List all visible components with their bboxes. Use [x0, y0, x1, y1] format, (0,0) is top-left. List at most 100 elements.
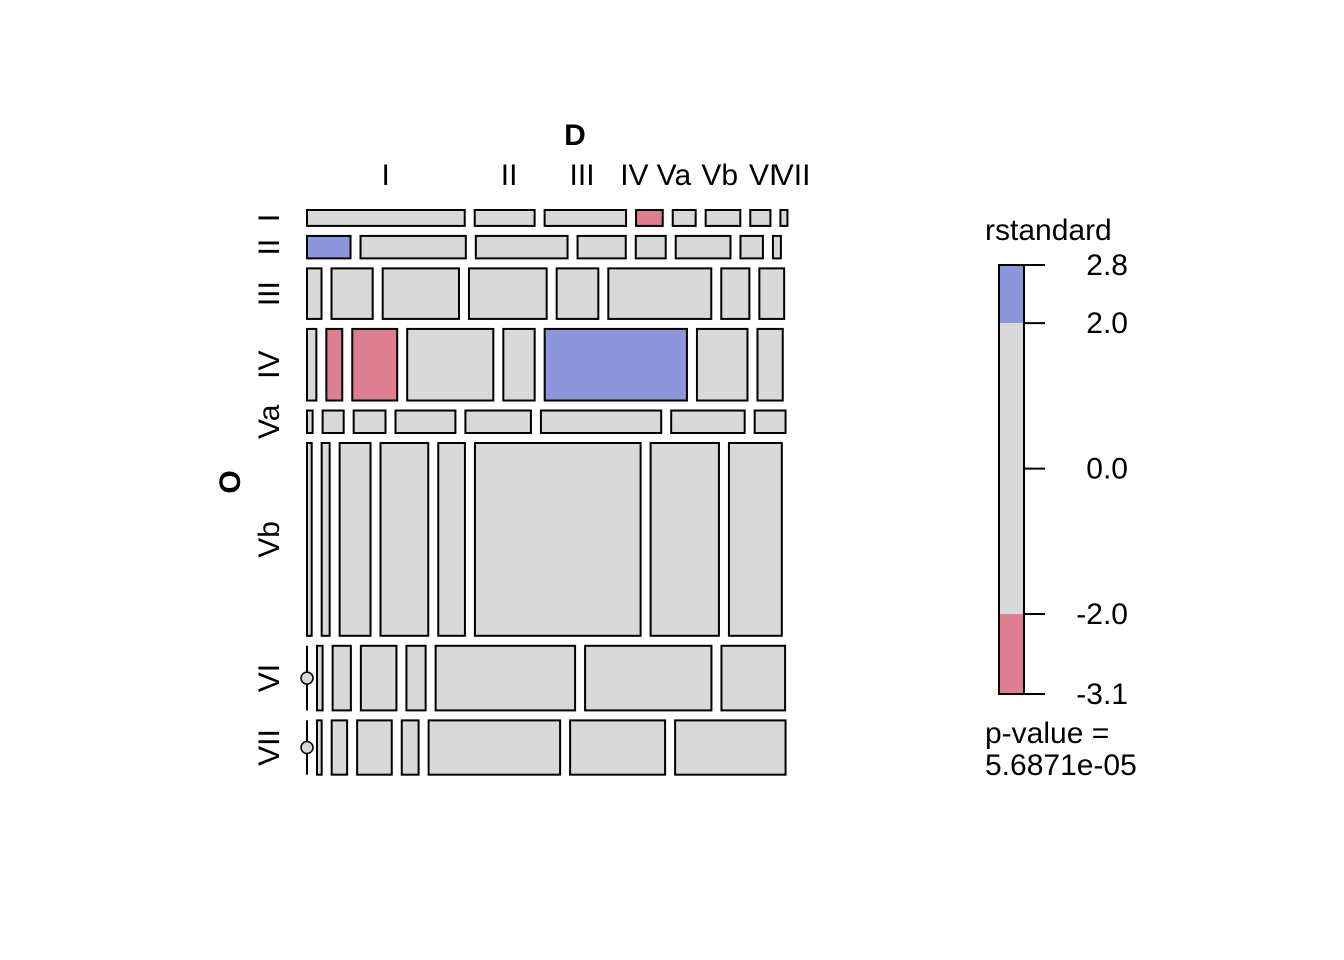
mosaic-tile-I-IV	[635, 209, 664, 227]
mosaic-tile-IV-Va	[502, 327, 536, 402]
mosaic-tile-IV-Vb	[543, 327, 688, 402]
mosaic-tile-III-VII	[758, 267, 786, 320]
mosaic-tile-IV-VI	[695, 327, 749, 402]
mosaic-tiles	[306, 209, 789, 776]
row-label: VII	[253, 729, 286, 766]
mosaic-tile-Va-Va	[464, 409, 532, 434]
zero-cell-marker	[300, 671, 314, 685]
mosaic-tile-VII-VII	[674, 719, 787, 776]
mosaic-tile-Va-VII	[753, 409, 787, 434]
mosaic-tile-Vb-Va	[437, 441, 466, 637]
mosaic-tile-Va-II	[321, 409, 345, 434]
mosaic-tile-I-Vb	[704, 209, 742, 227]
mosaic-tile-Va-I	[306, 409, 314, 434]
mosaic-tile-III-II	[330, 267, 374, 320]
mosaic-tile-I-I	[306, 209, 466, 227]
legend-title: rstandard	[985, 214, 1112, 247]
legend-band	[999, 323, 1024, 615]
mosaic-tile-Va-III	[352, 409, 387, 434]
legend-tick-label: 2.0	[1086, 307, 1128, 340]
mosaic-tile-VI-Vb	[434, 644, 577, 712]
column-label: IV	[620, 159, 648, 192]
legend-band	[999, 265, 1024, 324]
mosaic-tile-IV-II	[325, 327, 344, 402]
mosaic-tile-Vb-VII	[727, 441, 783, 637]
mosaic-tile-III-VI	[720, 267, 751, 320]
mosaic-tile-II-Vb	[674, 234, 732, 260]
row-label: Va	[253, 404, 286, 439]
legend-tick-label: -2.0	[1076, 598, 1128, 631]
column-label: Vb	[701, 159, 738, 192]
mosaic-tile-I-II	[473, 209, 536, 227]
mosaic-tile-IV-IV	[406, 327, 495, 402]
mosaic-tile-II-VII	[771, 234, 782, 260]
column-variable-label: D	[564, 119, 586, 152]
mosaic-tile-Vb-I	[306, 441, 313, 637]
legend-tick-label: 0.0	[1086, 453, 1128, 486]
mosaic-tile-VI-II	[316, 644, 324, 712]
mosaic-tile-I-III	[543, 209, 628, 227]
mosaic-tile-Vb-III	[338, 441, 372, 637]
row-label: III	[253, 281, 286, 306]
mosaic-tile-VII-Vb	[427, 719, 562, 776]
column-label: III	[570, 159, 595, 192]
row-label: I	[253, 214, 286, 222]
mosaic-tile-VII-II	[316, 719, 323, 776]
mosaic-tile-Vb-II	[320, 441, 331, 637]
mosaic-tile-VI-IV	[359, 644, 398, 712]
mosaic-tile-II-VI	[739, 234, 764, 260]
column-label: VII	[774, 159, 811, 192]
mosaic-tile-I-Va	[671, 209, 697, 227]
zero-cell-marker	[300, 740, 314, 755]
legend-frame	[998, 264, 1025, 695]
legend-band	[999, 614, 1024, 694]
mosaic-tile-VI-Va	[405, 644, 427, 712]
column-label: II	[501, 159, 518, 192]
mosaic-tile-I-VII	[779, 209, 789, 227]
legend-color-bar	[999, 265, 1024, 694]
mosaic-tile-VII-VI	[569, 719, 667, 776]
mosaic-tile-Va-Vb	[539, 409, 663, 434]
mosaic-tile-VI-VI	[584, 644, 713, 712]
legend-tick-label: -3.1	[1076, 678, 1128, 711]
mosaic-tile-III-Va	[555, 267, 600, 320]
mosaic-tile-Vb-Vb	[473, 441, 642, 637]
mosaic-tile-Vb-VI	[649, 441, 720, 637]
p-value-number: 5.6871e-05	[985, 749, 1137, 782]
row-label: Vb	[253, 521, 286, 558]
mosaic-tile-III-IV	[467, 267, 548, 320]
mosaic-tile-IV-III	[351, 327, 399, 402]
zero-cell-markers	[300, 671, 314, 755]
row-label: VI	[253, 664, 286, 692]
mosaic-tile-II-III	[474, 234, 569, 260]
legend-tick-label: 2.8	[1086, 249, 1128, 282]
mosaic-tile-II-IV	[576, 234, 627, 260]
mosaic-tile-III-I	[306, 267, 323, 320]
mosaic-tile-II-Va	[634, 234, 667, 260]
column-label: I	[381, 159, 389, 192]
mosaic-tile-VI-VII	[720, 644, 787, 712]
column-label: VI	[749, 159, 777, 192]
mosaic-tile-IV-VII	[756, 327, 784, 402]
row-label: II	[253, 239, 286, 256]
mosaic-tile-III-III	[381, 267, 460, 320]
mosaic-tile-I-VI	[749, 209, 772, 227]
mosaic-tile-VII-Va	[400, 719, 420, 776]
legend-ticks: 2.8 2.0 0.0 -2.0 -3.1	[1024, 249, 1128, 711]
row-label: IV	[253, 351, 286, 379]
mosaic-tile-VI-III	[331, 644, 352, 712]
row-variable-label: O	[214, 470, 247, 493]
column-label: Va	[657, 159, 692, 192]
mosaic-tile-VII-III	[330, 719, 349, 776]
mosaic-tile-Vb-IV	[379, 441, 430, 637]
mosaic-tile-II-II	[359, 234, 467, 260]
mosaic-tile-II-I	[306, 234, 352, 260]
mosaic-tile-Va-VI	[670, 409, 746, 434]
mosaic-tile-Va-IV	[394, 409, 457, 434]
p-value-label: p-value =	[985, 717, 1109, 750]
mosaic-tile-IV-I	[306, 327, 318, 402]
legend: rstandard 2.8 2.0 0.0 -2.0 -3.1 p-value = 5.…	[985, 214, 1137, 782]
